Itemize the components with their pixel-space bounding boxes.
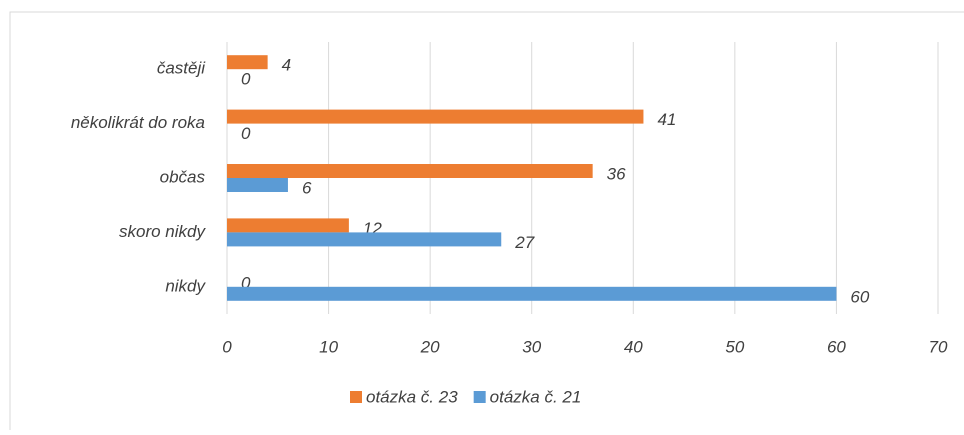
bar [227, 164, 593, 178]
x-tick-label: 70 [929, 337, 948, 356]
x-tick-label: 30 [522, 337, 541, 356]
y-tick-label: několikrát do roka [71, 113, 205, 132]
data-label: 36 [607, 164, 626, 183]
legend-swatch [473, 391, 486, 403]
legend-label: otázka č. 21 [490, 387, 582, 406]
data-label: 6 [302, 178, 312, 197]
x-tick-label: 10 [319, 337, 338, 356]
data-label: 60 [850, 287, 869, 306]
bar [227, 286, 837, 301]
legend-swatch [350, 391, 362, 403]
x-tick-label: 60 [827, 337, 846, 356]
bar [227, 218, 349, 233]
chart-frame [9, 11, 964, 435]
bar [227, 232, 502, 247]
data-label: 0 [241, 70, 251, 89]
bar [227, 109, 644, 124]
data-label: 41 [657, 110, 676, 129]
y-tick-label: častěji [157, 59, 206, 78]
data-label: 0 [241, 124, 251, 143]
y-tick-label: skoro nikdy [119, 222, 206, 241]
bar [227, 55, 268, 70]
data-label: 4 [282, 56, 291, 75]
data-label: 27 [514, 233, 534, 252]
x-tick-label: 0 [222, 337, 232, 356]
y-tick-label: nikdy [165, 276, 206, 295]
y-tick-label: občas [160, 167, 206, 186]
legend-label: otázka č. 23 [366, 387, 458, 406]
data-label: 0 [241, 273, 251, 292]
x-tick-label: 50 [725, 337, 744, 356]
x-tick-label: 40 [624, 337, 643, 356]
x-tick-label: 20 [420, 337, 440, 356]
bar [227, 178, 288, 192]
